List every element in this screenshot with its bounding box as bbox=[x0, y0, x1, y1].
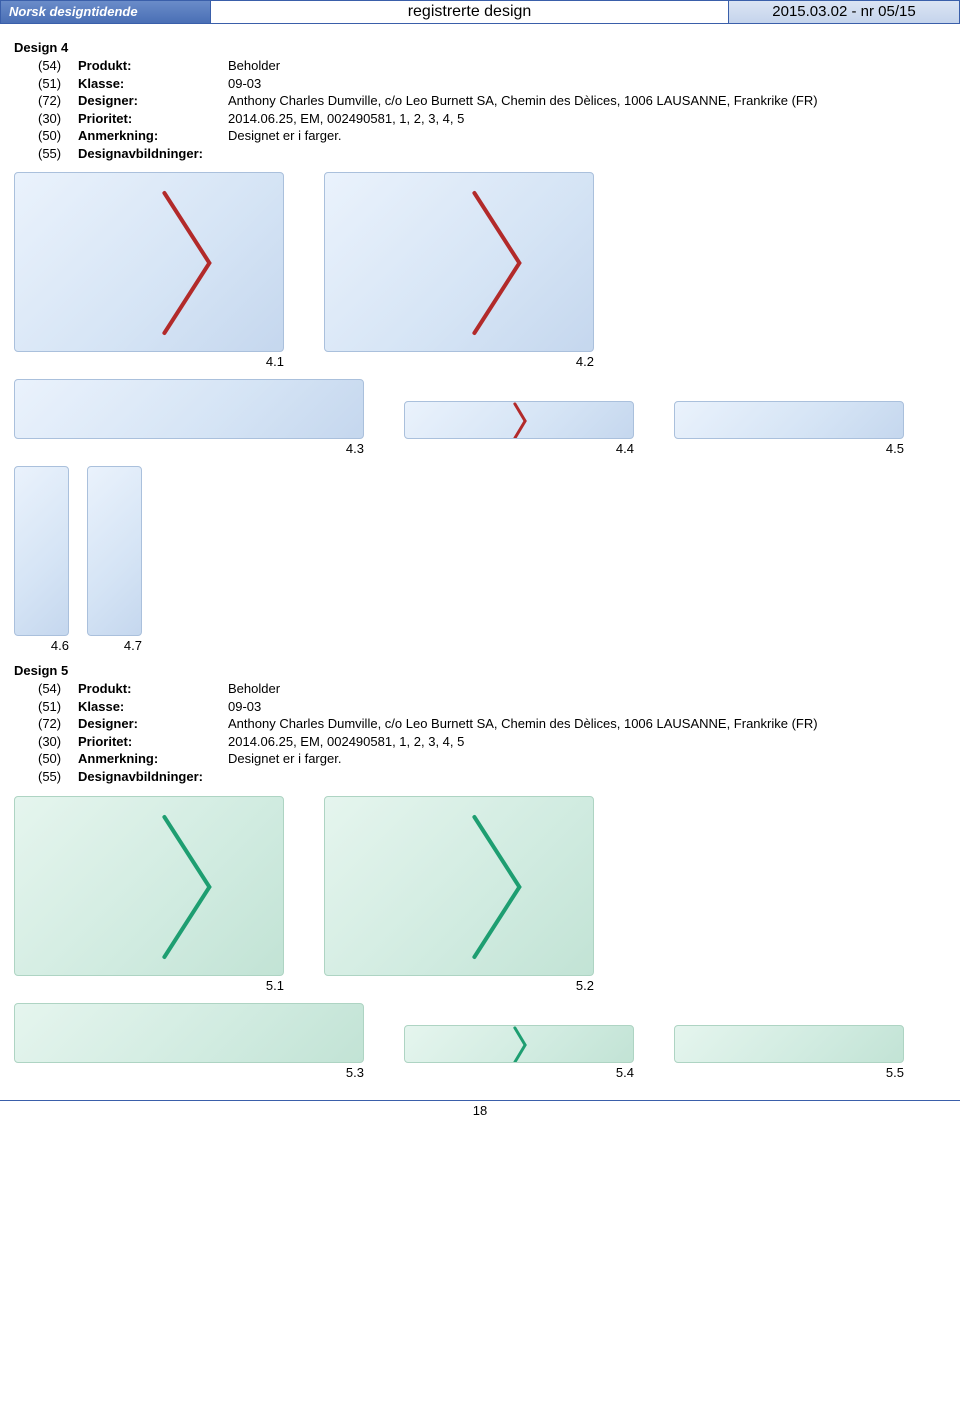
header-issue: 2015.03.02 - nr 05/15 bbox=[729, 1, 959, 23]
field-label: Klasse: bbox=[78, 75, 228, 93]
page-content: Design 4 (54)Produkt:Beholder(51)Klasse:… bbox=[0, 24, 960, 1094]
design-4-fields: (54)Produkt:Beholder(51)Klasse:09-03(72)… bbox=[14, 57, 946, 162]
design-4-title: Design 4 bbox=[14, 40, 946, 55]
field-row: (54)Produkt:Beholder bbox=[38, 57, 946, 75]
field-label: Produkt: bbox=[78, 57, 228, 75]
image-caption: 5.3 bbox=[346, 1065, 364, 1080]
design-image-cell: 5.5 bbox=[674, 1025, 904, 1080]
field-code: (55) bbox=[38, 145, 78, 163]
field-value: 2014.06.25, EM, 002490581, 1, 2, 3, 4, 5 bbox=[228, 734, 464, 749]
design-4-images: 4.1 4.2 4.3 4.4 4.5 4.6 4.7 bbox=[14, 172, 946, 653]
image-caption: 4.3 bbox=[346, 441, 364, 456]
field-label: Produkt: bbox=[78, 680, 228, 698]
design-image-cell: 5.3 bbox=[14, 1003, 364, 1080]
field-code: (72) bbox=[38, 715, 78, 733]
field-row: (51)Klasse:09-03 bbox=[38, 698, 946, 716]
design-image-cell: 5.1 bbox=[14, 796, 284, 993]
design-image-cell: 4.5 bbox=[674, 401, 904, 456]
field-value: 09-03 bbox=[228, 699, 261, 714]
image-caption: 5.5 bbox=[886, 1065, 904, 1080]
field-row: (72)Designer:Anthony Charles Dumville, c… bbox=[38, 715, 946, 733]
field-value: Beholder bbox=[228, 58, 280, 73]
page-header: Norsk designtidende registrerte design 2… bbox=[0, 0, 960, 24]
design-image bbox=[404, 401, 634, 439]
field-value: Anthony Charles Dumville, c/o Leo Burnet… bbox=[228, 93, 818, 108]
field-label: Klasse: bbox=[78, 698, 228, 716]
image-caption: 5.2 bbox=[576, 978, 594, 993]
design-image bbox=[404, 1025, 634, 1063]
design-image bbox=[14, 172, 284, 352]
field-code: (50) bbox=[38, 750, 78, 768]
design-image bbox=[87, 466, 142, 636]
field-value: 2014.06.25, EM, 002490581, 1, 2, 3, 4, 5 bbox=[228, 111, 464, 126]
field-code: (54) bbox=[38, 57, 78, 75]
design-5-images: 5.1 5.2 5.3 5.4 5.5 bbox=[14, 796, 946, 1080]
field-row: (51)Klasse:09-03 bbox=[38, 75, 946, 93]
field-code: (50) bbox=[38, 127, 78, 145]
field-row: (30)Prioritet:2014.06.25, EM, 002490581,… bbox=[38, 733, 946, 751]
design-image bbox=[14, 466, 69, 636]
field-value: Designet er i farger. bbox=[228, 751, 341, 766]
field-code: (30) bbox=[38, 733, 78, 751]
design-image-cell: 5.4 bbox=[404, 1025, 634, 1080]
design-image bbox=[674, 1025, 904, 1063]
field-label: Designavbildninger: bbox=[78, 145, 203, 163]
design-5-title: Design 5 bbox=[14, 663, 946, 678]
design-image-cell: 4.7 bbox=[87, 466, 142, 653]
field-label: Anmerkning: bbox=[78, 750, 228, 768]
field-value: 09-03 bbox=[228, 76, 261, 91]
field-code: (30) bbox=[38, 110, 78, 128]
field-label: Anmerkning: bbox=[78, 127, 228, 145]
image-caption: 4.7 bbox=[124, 638, 142, 653]
design-image bbox=[324, 796, 594, 976]
image-caption: 4.2 bbox=[576, 354, 594, 369]
field-row: (72)Designer:Anthony Charles Dumville, c… bbox=[38, 92, 946, 110]
design-image bbox=[14, 796, 284, 976]
design-image-cell: 4.3 bbox=[14, 379, 364, 456]
field-label: Prioritet: bbox=[78, 733, 228, 751]
field-row: (50)Anmerkning:Designet er i farger. bbox=[38, 127, 946, 145]
field-row: (55)Designavbildninger: bbox=[38, 145, 946, 163]
design-image bbox=[14, 1003, 364, 1063]
page-number: 18 bbox=[473, 1103, 487, 1118]
field-label: Designavbildninger: bbox=[78, 768, 203, 786]
field-value: Designet er i farger. bbox=[228, 128, 341, 143]
field-row: (50)Anmerkning:Designet er i farger. bbox=[38, 750, 946, 768]
field-value: Anthony Charles Dumville, c/o Leo Burnet… bbox=[228, 716, 818, 731]
design-image-cell: 4.6 bbox=[14, 466, 69, 653]
field-row: (54)Produkt:Beholder bbox=[38, 680, 946, 698]
design-image-cell: 4.1 bbox=[14, 172, 284, 369]
field-label: Prioritet: bbox=[78, 110, 228, 128]
field-code: (54) bbox=[38, 680, 78, 698]
page-footer: 18 bbox=[0, 1100, 960, 1124]
design-image bbox=[324, 172, 594, 352]
field-label: Designer: bbox=[78, 715, 228, 733]
design-image-cell: 5.2 bbox=[324, 796, 594, 993]
image-caption: 4.6 bbox=[51, 638, 69, 653]
image-caption: 5.1 bbox=[266, 978, 284, 993]
design-image-cell: 4.2 bbox=[324, 172, 594, 369]
image-caption: 5.4 bbox=[616, 1065, 634, 1080]
design-image bbox=[14, 379, 364, 439]
field-label: Designer: bbox=[78, 92, 228, 110]
design-image bbox=[674, 401, 904, 439]
field-code: (51) bbox=[38, 698, 78, 716]
field-code: (72) bbox=[38, 92, 78, 110]
image-caption: 4.1 bbox=[266, 354, 284, 369]
design-5-fields: (54)Produkt:Beholder(51)Klasse:09-03(72)… bbox=[14, 680, 946, 785]
field-row: (55)Designavbildninger: bbox=[38, 768, 946, 786]
image-caption: 4.5 bbox=[886, 441, 904, 456]
image-caption: 4.4 bbox=[616, 441, 634, 456]
field-code: (55) bbox=[38, 768, 78, 786]
field-row: (30)Prioritet:2014.06.25, EM, 002490581,… bbox=[38, 110, 946, 128]
header-center: registrerte design bbox=[211, 1, 729, 23]
field-value: Beholder bbox=[228, 681, 280, 696]
field-code: (51) bbox=[38, 75, 78, 93]
design-image-cell: 4.4 bbox=[404, 401, 634, 456]
brand-title: Norsk designtidende bbox=[1, 1, 211, 23]
